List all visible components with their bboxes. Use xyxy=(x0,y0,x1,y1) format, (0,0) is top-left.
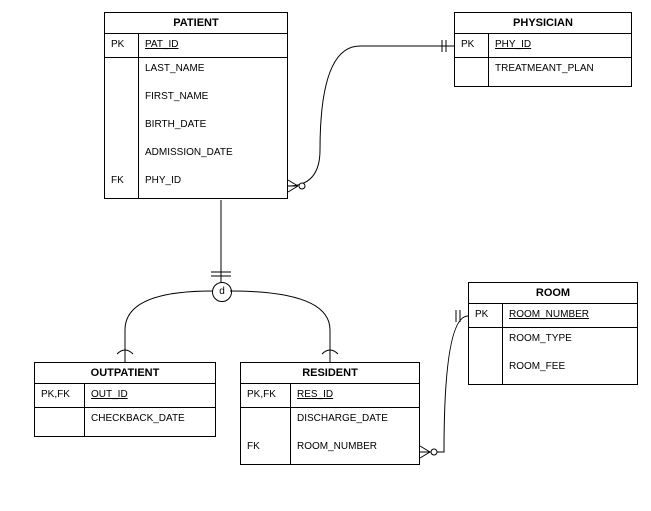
attr-column: PHY_ID TREATMEANT_PLAN xyxy=(489,34,631,86)
entity-outpatient: OUTPATIENT PK,FK OUT_ID CHECKBACK_DATE xyxy=(34,362,216,437)
connector-d-outpatient xyxy=(117,291,212,362)
key-cell xyxy=(469,328,502,356)
key-column: PK,FK xyxy=(35,384,85,436)
entity-title: ROOM xyxy=(469,283,637,304)
key-cell: PK,FK xyxy=(35,384,84,408)
key-cell: PK,FK xyxy=(241,384,290,408)
key-cell: PK xyxy=(455,34,488,58)
attr-cell: PHY_ID xyxy=(489,34,631,58)
key-cell xyxy=(455,58,488,86)
key-cell: FK xyxy=(241,436,290,464)
attr-cell: PAT_ID xyxy=(139,34,287,58)
inheritance-d-symbol: d xyxy=(212,282,232,302)
attr-cell: ADMISSION_DATE xyxy=(139,142,287,170)
key-cell xyxy=(105,142,138,170)
entity-title: OUTPATIENT xyxy=(35,363,215,384)
key-cell xyxy=(35,408,84,436)
entity-body: PK,FK FK RES_ID DISCHARGE_DATE ROOM_NUMB… xyxy=(241,384,419,464)
attr-cell: ROOM_NUMBER xyxy=(503,304,637,328)
attr-cell: FIRST_NAME xyxy=(139,86,287,114)
key-cell xyxy=(469,356,502,384)
attr-cell: PHY_ID xyxy=(139,170,287,198)
attr-cell: ROOM_FEE xyxy=(503,356,637,384)
key-column: PK,FK FK xyxy=(241,384,291,464)
key-cell: PK xyxy=(105,34,138,58)
key-column: PK xyxy=(455,34,489,86)
attr-cell: LAST_NAME xyxy=(139,58,287,86)
entity-body: PK PHY_ID TREATMEANT_PLAN xyxy=(455,34,631,86)
key-cell xyxy=(241,408,290,436)
entity-title: PATIENT xyxy=(105,13,287,34)
entity-body: PK FK PAT_ID LAST_NAME FIRST_NAME BIRTH_… xyxy=(105,34,287,198)
connector-resident-room xyxy=(420,310,468,458)
attr-column: PAT_ID LAST_NAME FIRST_NAME BIRTH_DATE A… xyxy=(139,34,287,198)
entity-physician: PHYSICIAN PK PHY_ID TREATMEANT_PLAN xyxy=(454,12,632,87)
attr-column: ROOM_NUMBER ROOM_TYPE ROOM_FEE xyxy=(503,304,637,384)
attr-cell: RES_ID xyxy=(291,384,419,408)
key-cell: PK xyxy=(469,304,502,328)
attr-cell: DISCHARGE_DATE xyxy=(291,408,419,436)
attr-column: OUT_ID CHECKBACK_DATE xyxy=(85,384,215,436)
attr-cell: BIRTH_DATE xyxy=(139,114,287,142)
entity-resident: RESIDENT PK,FK FK RES_ID DISCHARGE_DATE … xyxy=(240,362,420,465)
key-column: PK FK xyxy=(105,34,139,198)
connector-d-resident xyxy=(230,291,338,362)
entity-body: PK ROOM_NUMBER ROOM_TYPE ROOM_FEE xyxy=(469,304,637,384)
entity-title: RESIDENT xyxy=(241,363,419,384)
attr-cell: ROOM_TYPE xyxy=(503,328,637,356)
connector-patient-physician xyxy=(288,40,454,192)
key-cell xyxy=(105,114,138,142)
attr-column: RES_ID DISCHARGE_DATE ROOM_NUMBER xyxy=(291,384,419,464)
key-cell xyxy=(105,86,138,114)
key-cell xyxy=(105,58,138,86)
entity-body: PK,FK OUT_ID CHECKBACK_DATE xyxy=(35,384,215,436)
attr-cell: TREATMEANT_PLAN xyxy=(489,58,631,86)
key-column: PK xyxy=(469,304,503,384)
entity-title: PHYSICIAN xyxy=(455,13,631,34)
entity-patient: PATIENT PK FK PAT_ID LAST_NAME FIRST_NAM… xyxy=(104,12,288,199)
attr-cell: ROOM_NUMBER xyxy=(291,436,419,464)
entity-room: ROOM PK ROOM_NUMBER ROOM_TYPE ROOM_FEE xyxy=(468,282,638,385)
attr-cell: OUT_ID xyxy=(85,384,215,408)
connector-patient-d xyxy=(211,200,231,282)
attr-cell: CHECKBACK_DATE xyxy=(85,408,215,436)
key-cell: FK xyxy=(105,170,138,198)
